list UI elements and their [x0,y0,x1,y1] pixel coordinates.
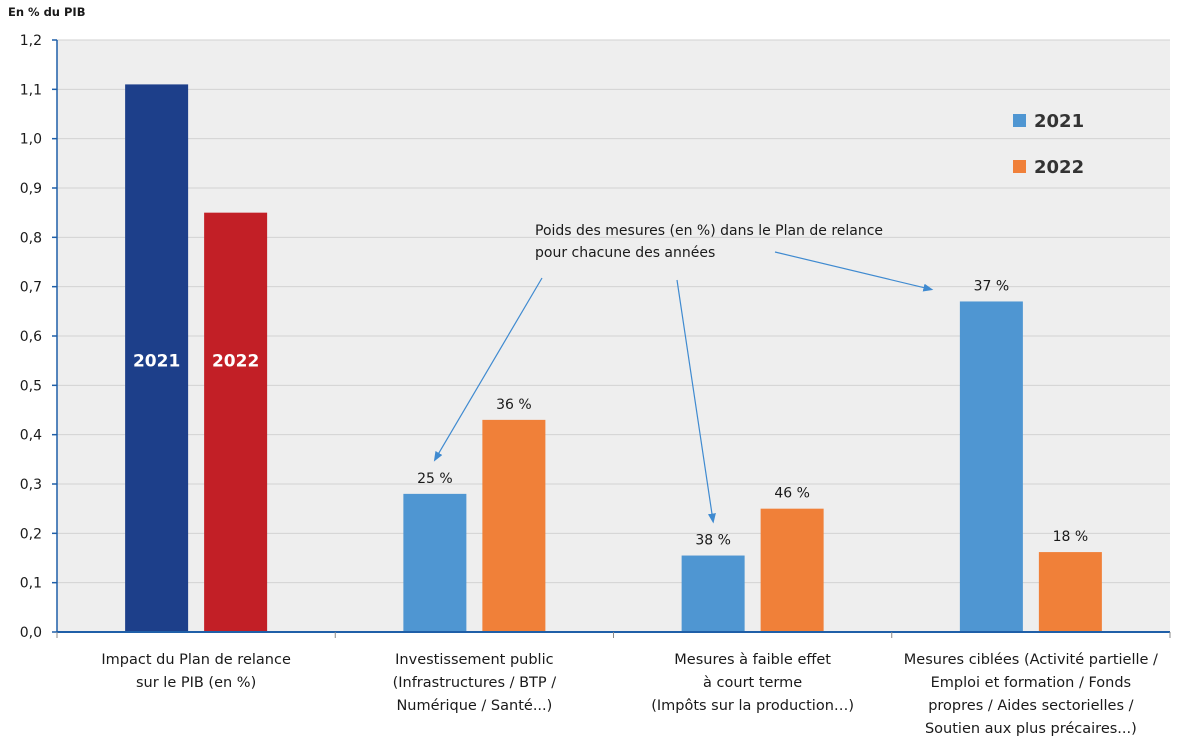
category-label: à court terme [703,675,802,691]
y-tick-label: 0,2 [20,526,42,542]
legend-swatch [1013,160,1026,173]
bar-2021-cat2 [403,493,467,632]
bar-2022-cat3 [760,508,824,632]
bar-2022-cat1 [204,212,268,632]
y-tick-label: 1,2 [20,33,42,49]
bar-data-label: 18 % [1053,529,1089,545]
bar-inside-label: 2021 [133,352,180,372]
annotation-arrow [433,277,543,462]
bar-data-label: 25 % [417,471,453,487]
y-tick-label: 0,3 [20,477,42,493]
y-tick-label: 0,0 [20,625,42,641]
bar-2022-cat2 [482,419,546,632]
category-label: Impact du Plan de relance [101,652,291,668]
bar-data-label: 38 % [695,533,731,549]
y-tick-label: 1,0 [20,132,42,148]
bar-data-label: 37 % [974,278,1010,294]
y-tick-label: 0,5 [20,378,42,394]
y-tick-label: 0,7 [20,280,42,296]
bar-data-label: 36 % [496,397,532,413]
category-label: Mesures ciblées (Activité partielle / [904,652,1158,668]
annotation-arrow [676,279,716,524]
annotation-text: Poids des mesures (en %) dans le Plan de… [535,223,883,239]
category-label: Soutien aux plus précaires...) [925,721,1137,737]
y-tick-label: 1,1 [20,82,42,98]
category-label: sur le PIB (en %) [136,675,256,691]
y-tick-label: 0,9 [20,181,42,197]
legend-label: 2022 [1034,157,1084,178]
y-tick-label: 0,1 [20,576,42,592]
bar-2021-cat1 [125,84,189,632]
category-label: Numérique / Santé...) [396,698,552,714]
category-label: Mesures à faible effet [674,652,831,668]
y-axis-unit-label: En % du PIB [8,5,86,19]
bar-2021-cat4 [959,301,1023,632]
y-tick-label: 0,4 [20,428,42,444]
category-label: propres / Aides sectorielles / [928,698,1133,714]
bar-inside-label: 2022 [212,352,259,372]
legend-label: 2021 [1034,111,1084,132]
category-label: Investissement public [395,652,553,668]
category-label: (Infrastructures / BTP / [393,675,557,691]
y-tick-label: 0,8 [20,230,42,246]
y-tick-label: 0,6 [20,329,42,345]
category-label: Emploi et formation / Fonds [931,675,1131,691]
bar-2021-cat3 [681,555,745,632]
annotation-arrow [774,251,934,292]
category-label: (Impôts sur la production…) [651,698,854,714]
legend-swatch [1013,114,1026,127]
bar-data-label: 46 % [774,486,810,502]
annotation-text: pour chacune des années [535,245,715,261]
bar-2022-cat4 [1038,552,1102,632]
